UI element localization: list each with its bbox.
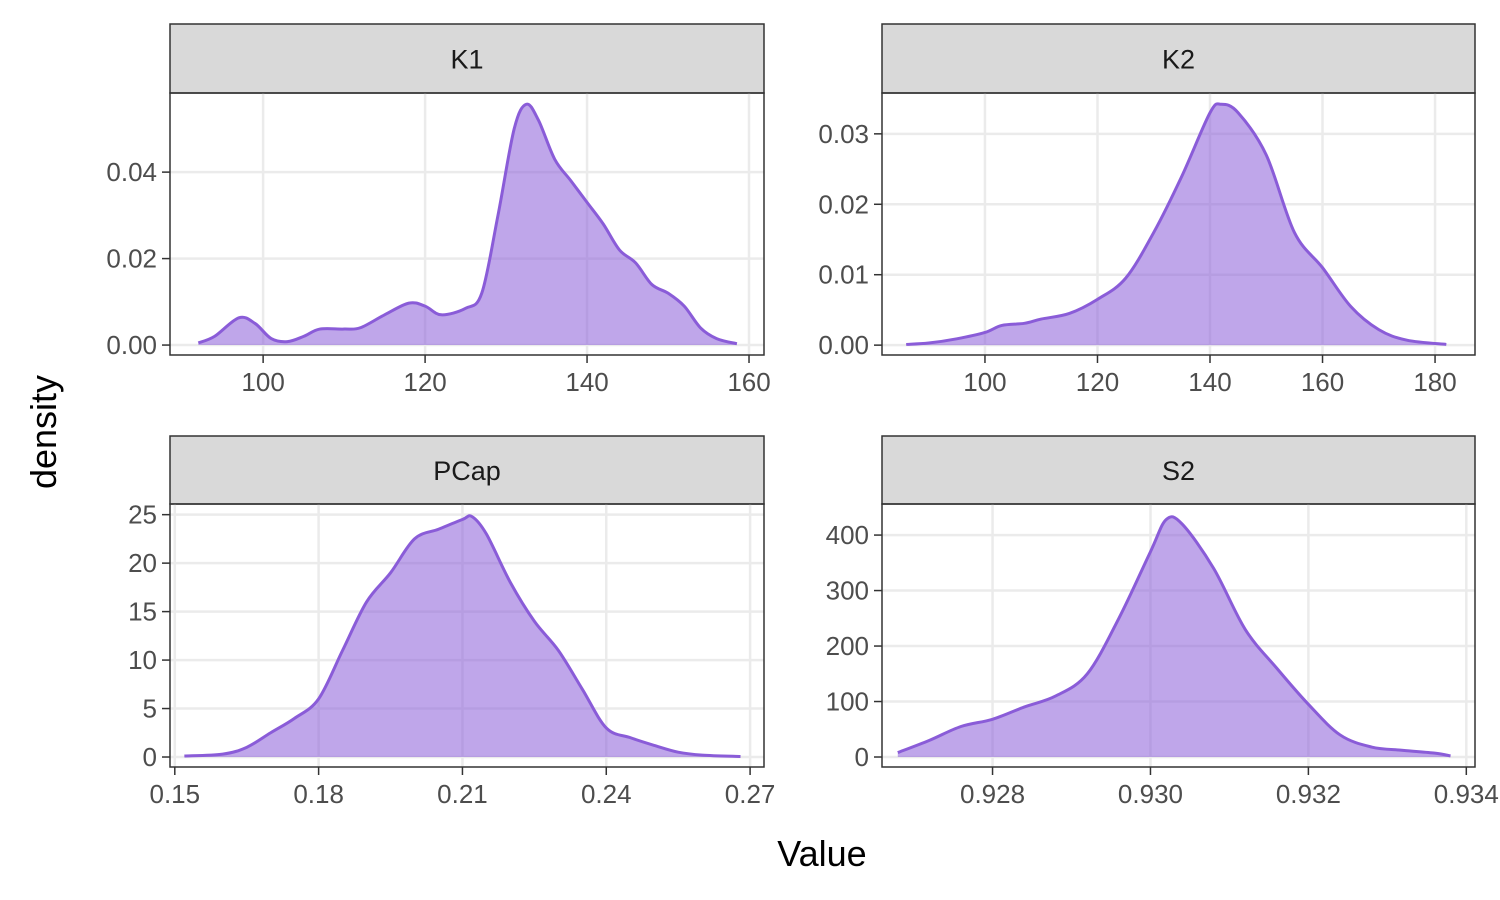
panel-border [881,503,1476,768]
y-tick-label: 0 [855,742,869,772]
x-tick-label: 0.932 [1276,779,1341,809]
x-tick-label: 0.934 [1434,779,1499,809]
strip [169,435,765,505]
panel-border [169,503,765,768]
panel-border [881,92,1476,356]
x-tick-label: 100 [241,367,284,397]
y-tick-label: 0.00 [106,330,157,360]
panel [882,504,1475,767]
y-tick-label: 100 [826,687,869,717]
x-tick-label: 140 [1188,367,1231,397]
x-tick-label: 100 [963,367,1006,397]
panel [170,93,764,355]
panel [882,93,1475,355]
x-tick-label: 0.18 [293,779,344,809]
x-tick-label: 0.27 [725,779,776,809]
density-area [198,104,737,346]
x-tick-label: 160 [1301,367,1344,397]
density-line [197,102,738,346]
x-tick-label: 0.21 [437,779,488,809]
x-tick-label: 0.930 [1118,779,1183,809]
density-area [184,515,741,758]
density-area [906,103,1447,346]
density-area [897,516,1451,758]
y-tick-label: 5 [143,694,157,724]
y-tick-label: 0.02 [106,244,157,274]
density-line [184,514,741,759]
y-tick-label: 15 [128,597,157,627]
x-tick-label: 160 [727,367,770,397]
y-tick-label: 0.02 [818,189,869,219]
y-tick-label: 25 [128,500,157,530]
x-tick-label: 140 [565,367,608,397]
strip-title: K1 [450,45,483,75]
y-tick-label: 200 [826,631,869,661]
x-tick-label: 0.928 [960,779,1025,809]
y-tick-label: 0.04 [106,157,157,187]
x-tick-label: 120 [1076,367,1119,397]
y-tick-label: 0.01 [818,260,869,290]
strip [881,435,1476,505]
y-tick-label: 10 [128,645,157,675]
density-line [897,515,1451,758]
y-tick-label: 300 [826,576,869,606]
x-tick-label: 0.24 [581,779,632,809]
strip [881,23,1476,94]
strip-title: K2 [1162,45,1195,75]
x-tick-label: 0.15 [149,779,200,809]
y-tick-label: 20 [128,548,157,578]
x-axis-title: Value [777,833,866,874]
strip-title: PCap [433,456,501,486]
y-axis-title: density [23,375,64,489]
y-tick-label: 0 [143,742,157,772]
panel-border [169,92,765,356]
x-tick-label: 120 [403,367,446,397]
y-tick-label: 0.03 [818,119,869,149]
strip [169,23,765,94]
y-tick-label: 0.00 [818,330,869,360]
density-line [906,102,1447,346]
x-tick-label: 180 [1413,367,1456,397]
strip-title: S2 [1162,456,1195,486]
y-tick-label: 400 [826,520,869,550]
panel [170,504,764,767]
